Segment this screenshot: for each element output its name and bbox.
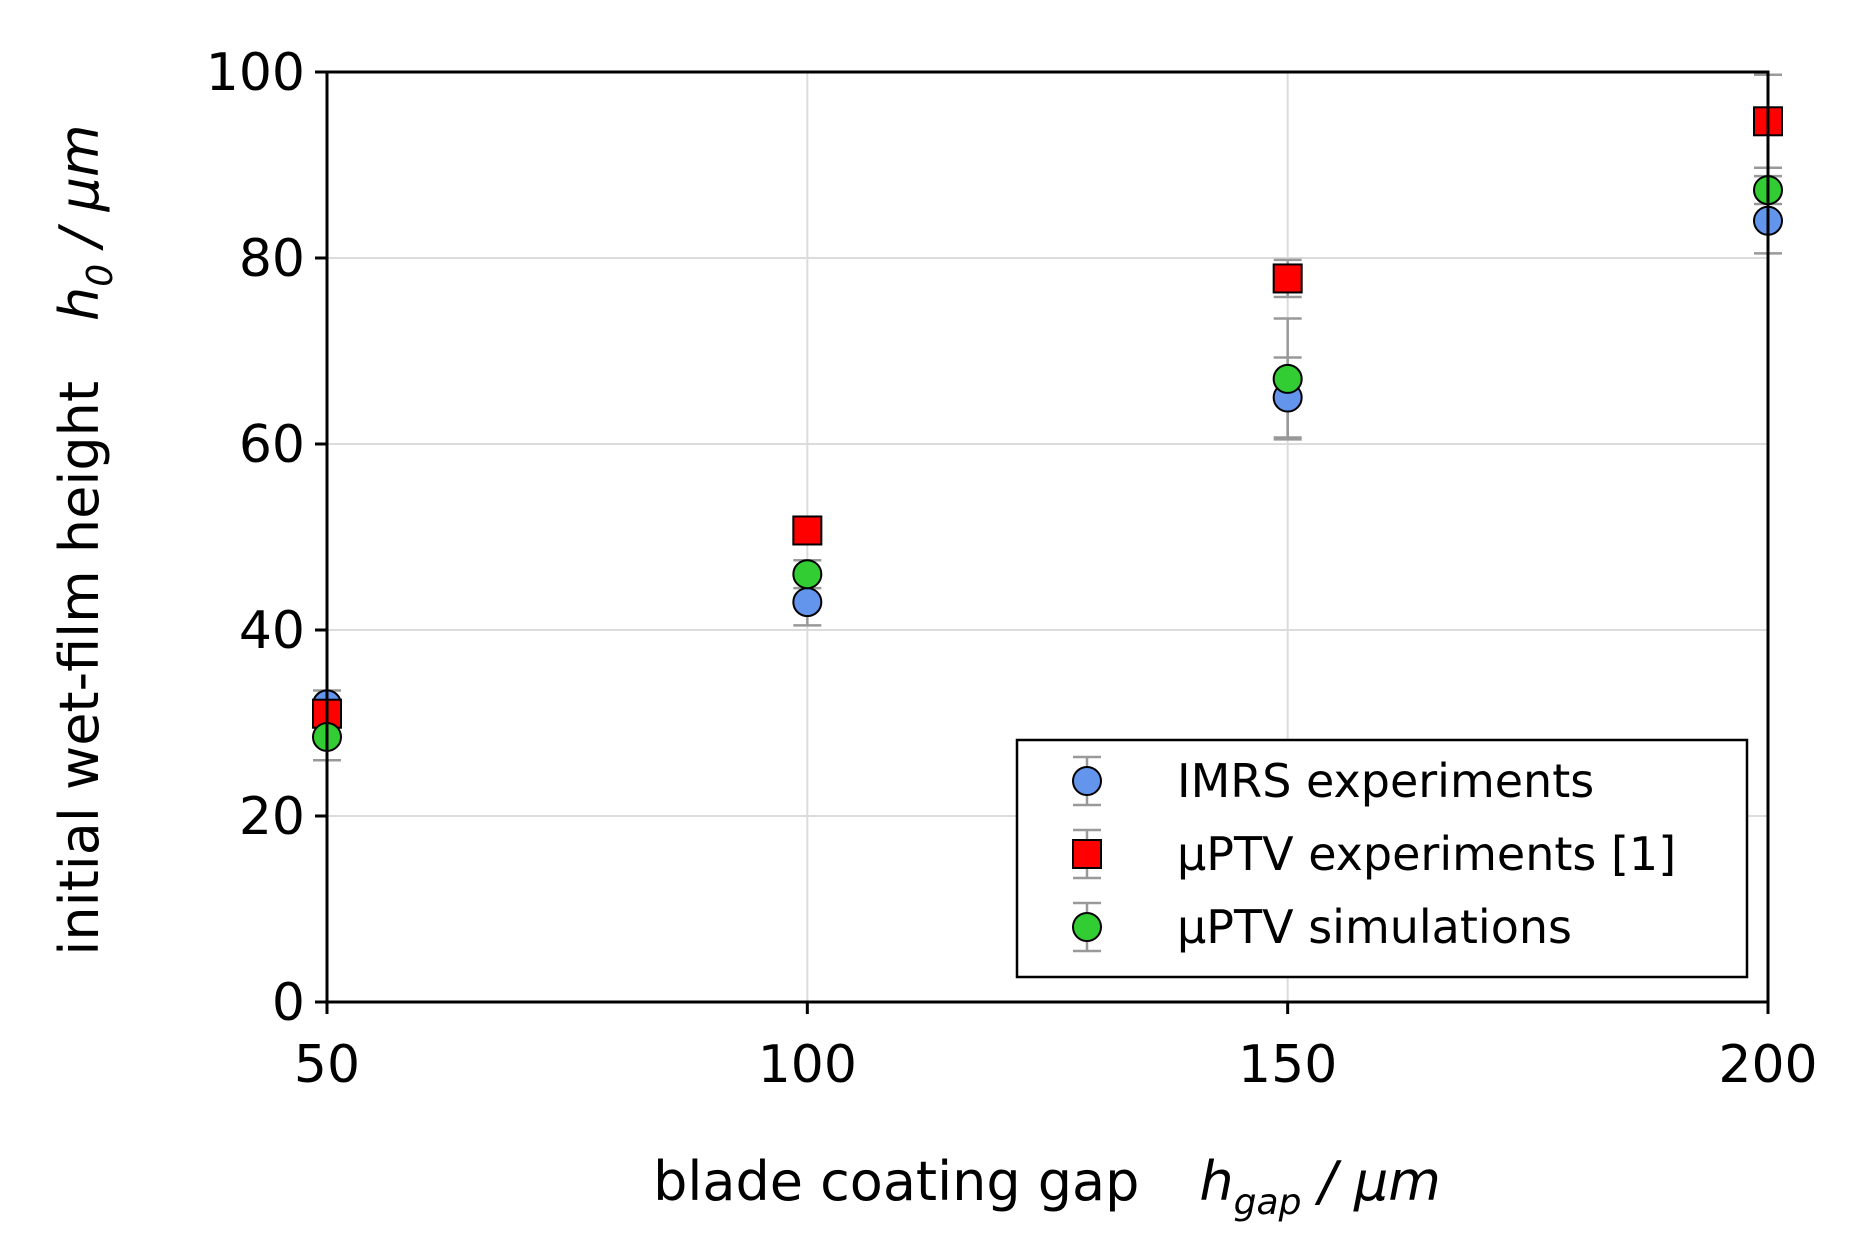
x-tick-label: 50	[294, 1035, 360, 1095]
y-axis-title-text: initial wet-film height	[48, 381, 111, 956]
y-axis-var: h	[48, 287, 111, 321]
legend-box	[1015, 738, 1749, 979]
data-point	[792, 587, 823, 618]
data-point	[1272, 363, 1303, 394]
data-points	[312, 106, 1783, 752]
legend-label: IMRS experiments	[1177, 754, 1594, 808]
y-tick-label: 80	[239, 229, 305, 289]
y-tick-label: 20	[239, 787, 305, 847]
legend-marker	[1072, 766, 1102, 796]
legend-marker	[1072, 912, 1102, 942]
y-axis-unit: / μm	[48, 124, 111, 263]
y-axis-var-sub: 0	[80, 264, 121, 287]
x-tick-label: 150	[1238, 1035, 1337, 1095]
data-point	[1272, 263, 1303, 294]
x-tick-label: 200	[1718, 1035, 1817, 1095]
x-axis-var-sub: gap	[1234, 1182, 1302, 1223]
legend-marker	[1072, 839, 1102, 869]
y-tick-label: 0	[272, 973, 305, 1033]
x-axis-var: h	[1199, 1150, 1233, 1213]
x-axis-title-text: blade coating gap	[653, 1150, 1139, 1213]
y-tick-label: 40	[239, 601, 305, 661]
x-tick-label: 100	[758, 1035, 857, 1095]
legend: IMRS experiments μPTV experiments [1] μPTV…	[1015, 738, 1749, 979]
error-bars	[313, 73, 1782, 762]
plot-frame	[325, 70, 1770, 1004]
y-axis-ticks: 0 20 40 60 80 100	[206, 43, 327, 1033]
data-point	[792, 515, 823, 546]
y-axis-title: initial wet-film height h0 / μm	[48, 124, 121, 955]
data-point	[792, 559, 823, 590]
x-axis-title: blade coating gap hgap / μm	[653, 1150, 1441, 1223]
y-tick-label: 100	[206, 43, 305, 103]
x-axis-ticks: 50 100 150 200	[294, 1002, 1818, 1095]
x-axis-unit: / μm	[1301, 1150, 1440, 1213]
y-tick-label: 60	[239, 415, 305, 475]
legend-label: μPTV experiments [1]	[1177, 827, 1676, 881]
legend-label: μPTV simulations	[1177, 900, 1572, 954]
